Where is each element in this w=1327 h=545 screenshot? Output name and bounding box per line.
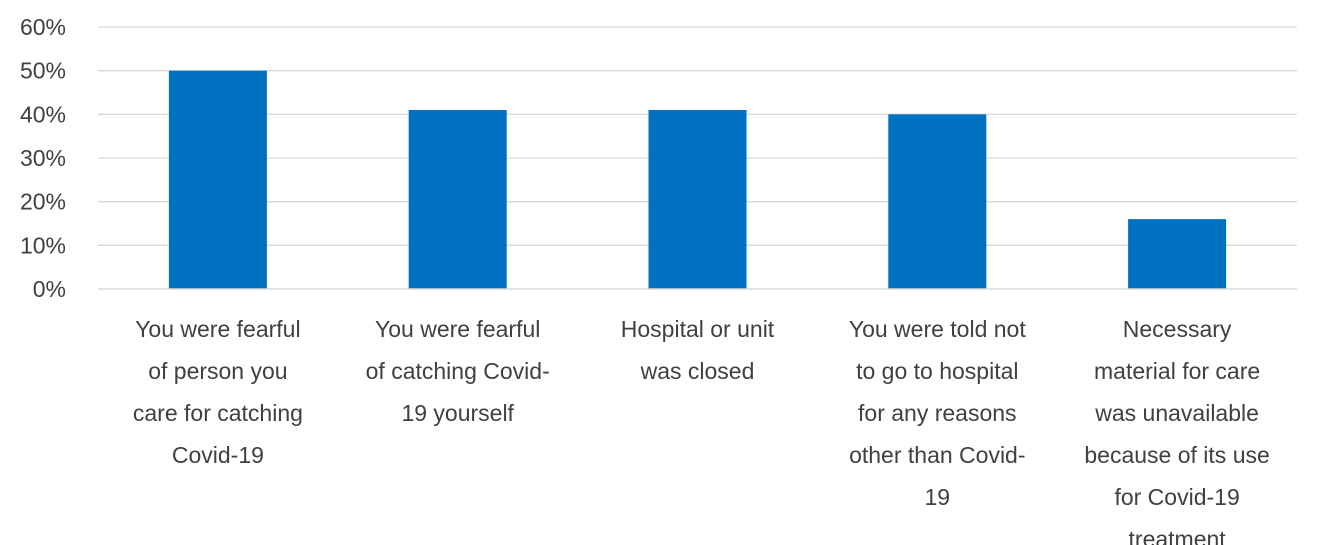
y-tick-label: 40% [20, 101, 66, 127]
category-label-line: was unavailable [1094, 400, 1259, 426]
category-label-line: for any reasons [858, 400, 1017, 426]
category-label-5: Necessary material for care was unavailabl… [1084, 316, 1269, 545]
category-label-line: You were fearful [375, 316, 540, 342]
category-label-line: You were told not [849, 316, 1027, 342]
y-tick-label: 0% [33, 276, 66, 302]
category-label-line: to go to hospital [856, 358, 1018, 384]
x-axis-category-labels: You were fearful of person you care for ca… [133, 316, 1270, 545]
category-label-line: Covid-19 [172, 442, 264, 468]
bar-2 [408, 109, 507, 289]
y-tick-label: 30% [20, 145, 66, 171]
y-tick-label: 10% [20, 232, 66, 258]
category-label-line: You were fearful [135, 316, 300, 342]
bars [168, 70, 1227, 290]
category-label-1: You were fearful of person you care for ca… [133, 316, 303, 468]
y-tick-label: 20% [20, 189, 66, 215]
bar-4 [888, 114, 987, 289]
y-tick-label: 60% [20, 14, 66, 40]
category-label-line: for Covid-19 [1114, 484, 1239, 510]
y-tick-label: 50% [20, 58, 66, 84]
category-label-line: was closed [640, 358, 755, 384]
category-label-line: Necessary [1123, 316, 1232, 342]
category-label-line: material for care [1094, 358, 1260, 384]
category-label-line: of person you [148, 358, 287, 384]
category-label-line: 19 [925, 484, 951, 510]
category-label-line: of catching Covid- [366, 358, 550, 384]
category-label-line: treatment [1129, 526, 1227, 545]
category-label-4: You were told not to go to hospital for an… [849, 316, 1027, 510]
category-label-3: Hospital or unit was closed [621, 316, 775, 384]
category-label-line: Hospital or unit [621, 316, 775, 342]
category-label-line: 19 yourself [401, 400, 514, 426]
category-label-2: You were fearful of catching Covid- 19 you… [366, 316, 550, 426]
bar-5 [1128, 219, 1227, 289]
bar-3 [648, 109, 747, 289]
bar-1 [168, 70, 267, 290]
category-label-line: other than Covid- [849, 442, 1025, 468]
y-axis-tick-labels: 0% 10% 20% 30% 40% 50% 60% [20, 14, 66, 302]
category-label-line: because of its use [1084, 442, 1269, 468]
category-label-line: care for catching [133, 400, 303, 426]
